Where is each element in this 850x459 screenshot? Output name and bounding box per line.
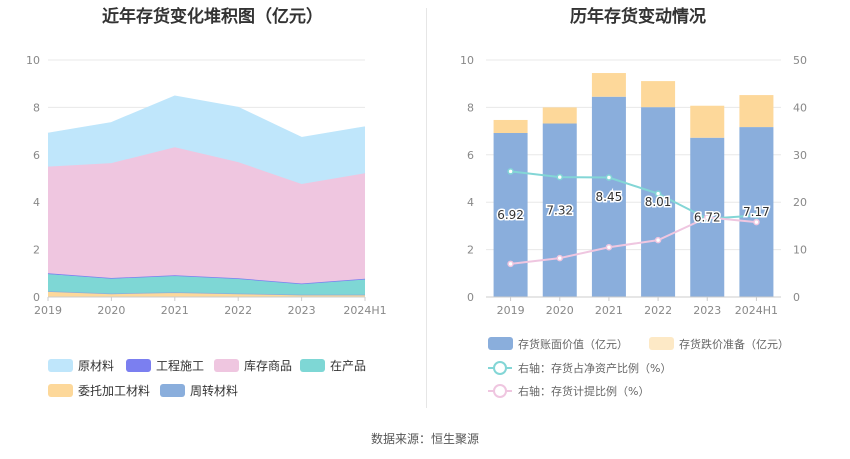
legend-label: 周转材料	[190, 383, 238, 398]
bar-value-label: 6.72	[694, 210, 721, 224]
area-在产品	[48, 274, 365, 295]
y2-tick-label: 40	[793, 101, 807, 114]
bar-存货跌价准备（亿元）	[739, 95, 774, 128]
area-委托加工材料	[48, 291, 365, 297]
x-tick-label: 2019	[34, 304, 62, 317]
bar-存货跌价准备（亿元）	[493, 119, 528, 133]
x-tick-label: 2023	[288, 304, 316, 317]
area-edge-原材料	[47, 95, 366, 139]
line-point	[507, 168, 514, 175]
legend-swatch	[300, 359, 325, 372]
line-point	[507, 260, 514, 268]
bar-value-label: 8.01	[645, 195, 672, 209]
bar-存货账面价值（亿元）	[493, 132, 528, 297]
legend-swatch	[48, 384, 73, 397]
x-tick-label: 2022	[224, 304, 252, 317]
area-库存商品	[48, 147, 365, 284]
x-tick-label: 2019	[497, 304, 525, 317]
legend-swatch	[126, 359, 151, 372]
y2-tick-label: 10	[793, 244, 807, 257]
x-tick-label: 2021	[161, 304, 189, 317]
y-tick-label: 2	[33, 244, 40, 257]
x-tick-label: 2021	[595, 304, 623, 317]
panel-divider	[426, 8, 427, 408]
legend-label: 右轴：存货计提比例（%）	[518, 384, 649, 398]
bar-存货账面价值（亿元）	[591, 96, 626, 297]
y2-tick-label: 50	[793, 54, 807, 67]
legend-label: 库存商品	[244, 358, 292, 373]
bar-存货跌价准备（亿元）	[591, 73, 626, 97]
x-tick-label: 2024H1	[343, 304, 386, 317]
legend-label: 委托加工材料	[78, 384, 150, 398]
bar-存货账面价值（亿元）	[542, 123, 577, 298]
y-tick-label: 4	[467, 196, 474, 209]
x-tick-label: 2024H1	[735, 304, 778, 317]
bar-value-label: 8.45	[596, 190, 623, 204]
y-tick-label: 0	[33, 291, 40, 304]
y-tick-label: 0	[467, 291, 474, 304]
line-point	[556, 173, 563, 181]
legend-label: 右轴：存货占净资产比例（%）	[518, 361, 671, 375]
y-tick-label: 6	[467, 149, 474, 162]
y-tick-label: 6	[33, 149, 40, 162]
line-point	[704, 214, 711, 221]
x-tick-label: 2023	[693, 304, 721, 317]
line-point	[753, 218, 760, 226]
area-原材料	[48, 96, 365, 184]
line-point	[605, 174, 613, 181]
bar-value-label: 7.17	[743, 205, 770, 219]
x-tick-label: 2022	[644, 304, 672, 317]
line-point	[654, 190, 662, 197]
legend-label: 存货跌价准备（亿元）	[679, 337, 789, 351]
bar-value-label: 6.92	[497, 208, 524, 222]
x-tick-label: 2020	[97, 304, 125, 317]
x-tick-label: 2020	[546, 304, 574, 317]
y-tick-label: 8	[33, 101, 40, 114]
legend-label: 存货账面价值（亿元）	[518, 337, 628, 351]
bar-存货跌价准备（亿元）	[641, 81, 676, 108]
legend-label: 原材料	[78, 359, 114, 373]
legend-marker	[493, 384, 507, 398]
y-tick-label: 8	[467, 101, 474, 114]
y-tick-label: 2	[467, 244, 474, 257]
legend-swatch	[48, 359, 73, 372]
legend-swatch	[160, 384, 185, 397]
legend-swatch	[488, 337, 513, 350]
left-chart-title: 近年存货变化堆积图（亿元）	[102, 7, 323, 27]
line-point	[753, 212, 760, 219]
legend-marker	[493, 361, 507, 375]
bar-value-label: 7.32	[546, 203, 573, 217]
legend-swatch	[214, 359, 239, 372]
line-point	[605, 243, 613, 251]
legend-label: 在产品	[330, 359, 366, 373]
y2-tick-label: 30	[793, 149, 807, 162]
data-source-note: 数据来源：恒生聚源	[370, 432, 479, 446]
legend-label: 工程施工	[156, 358, 204, 373]
inventory-bar-line-chart: 0 2 4 6 8 10 0 10 20 30 40 50 2019 2020 2021 2022 2023 20…	[460, 54, 807, 398]
y-tick-label: 4	[33, 196, 40, 209]
right-chart-title: 历年存货变动情况	[570, 7, 706, 27]
bar-存货账面价值（亿元）	[641, 107, 676, 298]
y2-tick-label: 20	[793, 196, 807, 209]
legend-swatch	[649, 337, 674, 350]
y-tick-label: 10	[26, 54, 40, 67]
line-point	[654, 236, 662, 244]
y2-tick-label: 0	[793, 291, 800, 304]
y-tick-label: 10	[460, 54, 474, 67]
line-右轴：存货计提比例（%）	[510, 216, 757, 265]
bar-存货跌价准备（亿元）	[690, 105, 725, 138]
stacked-area-chart: 0 2 4 6 8 10 2019 2020 2021 2022 2023 2024H1 原材料 工程施工…	[26, 54, 387, 398]
line-point	[556, 254, 563, 262]
bar-存货跌价准备（亿元）	[542, 107, 577, 124]
bar-存货账面价值（亿元）	[739, 127, 774, 297]
